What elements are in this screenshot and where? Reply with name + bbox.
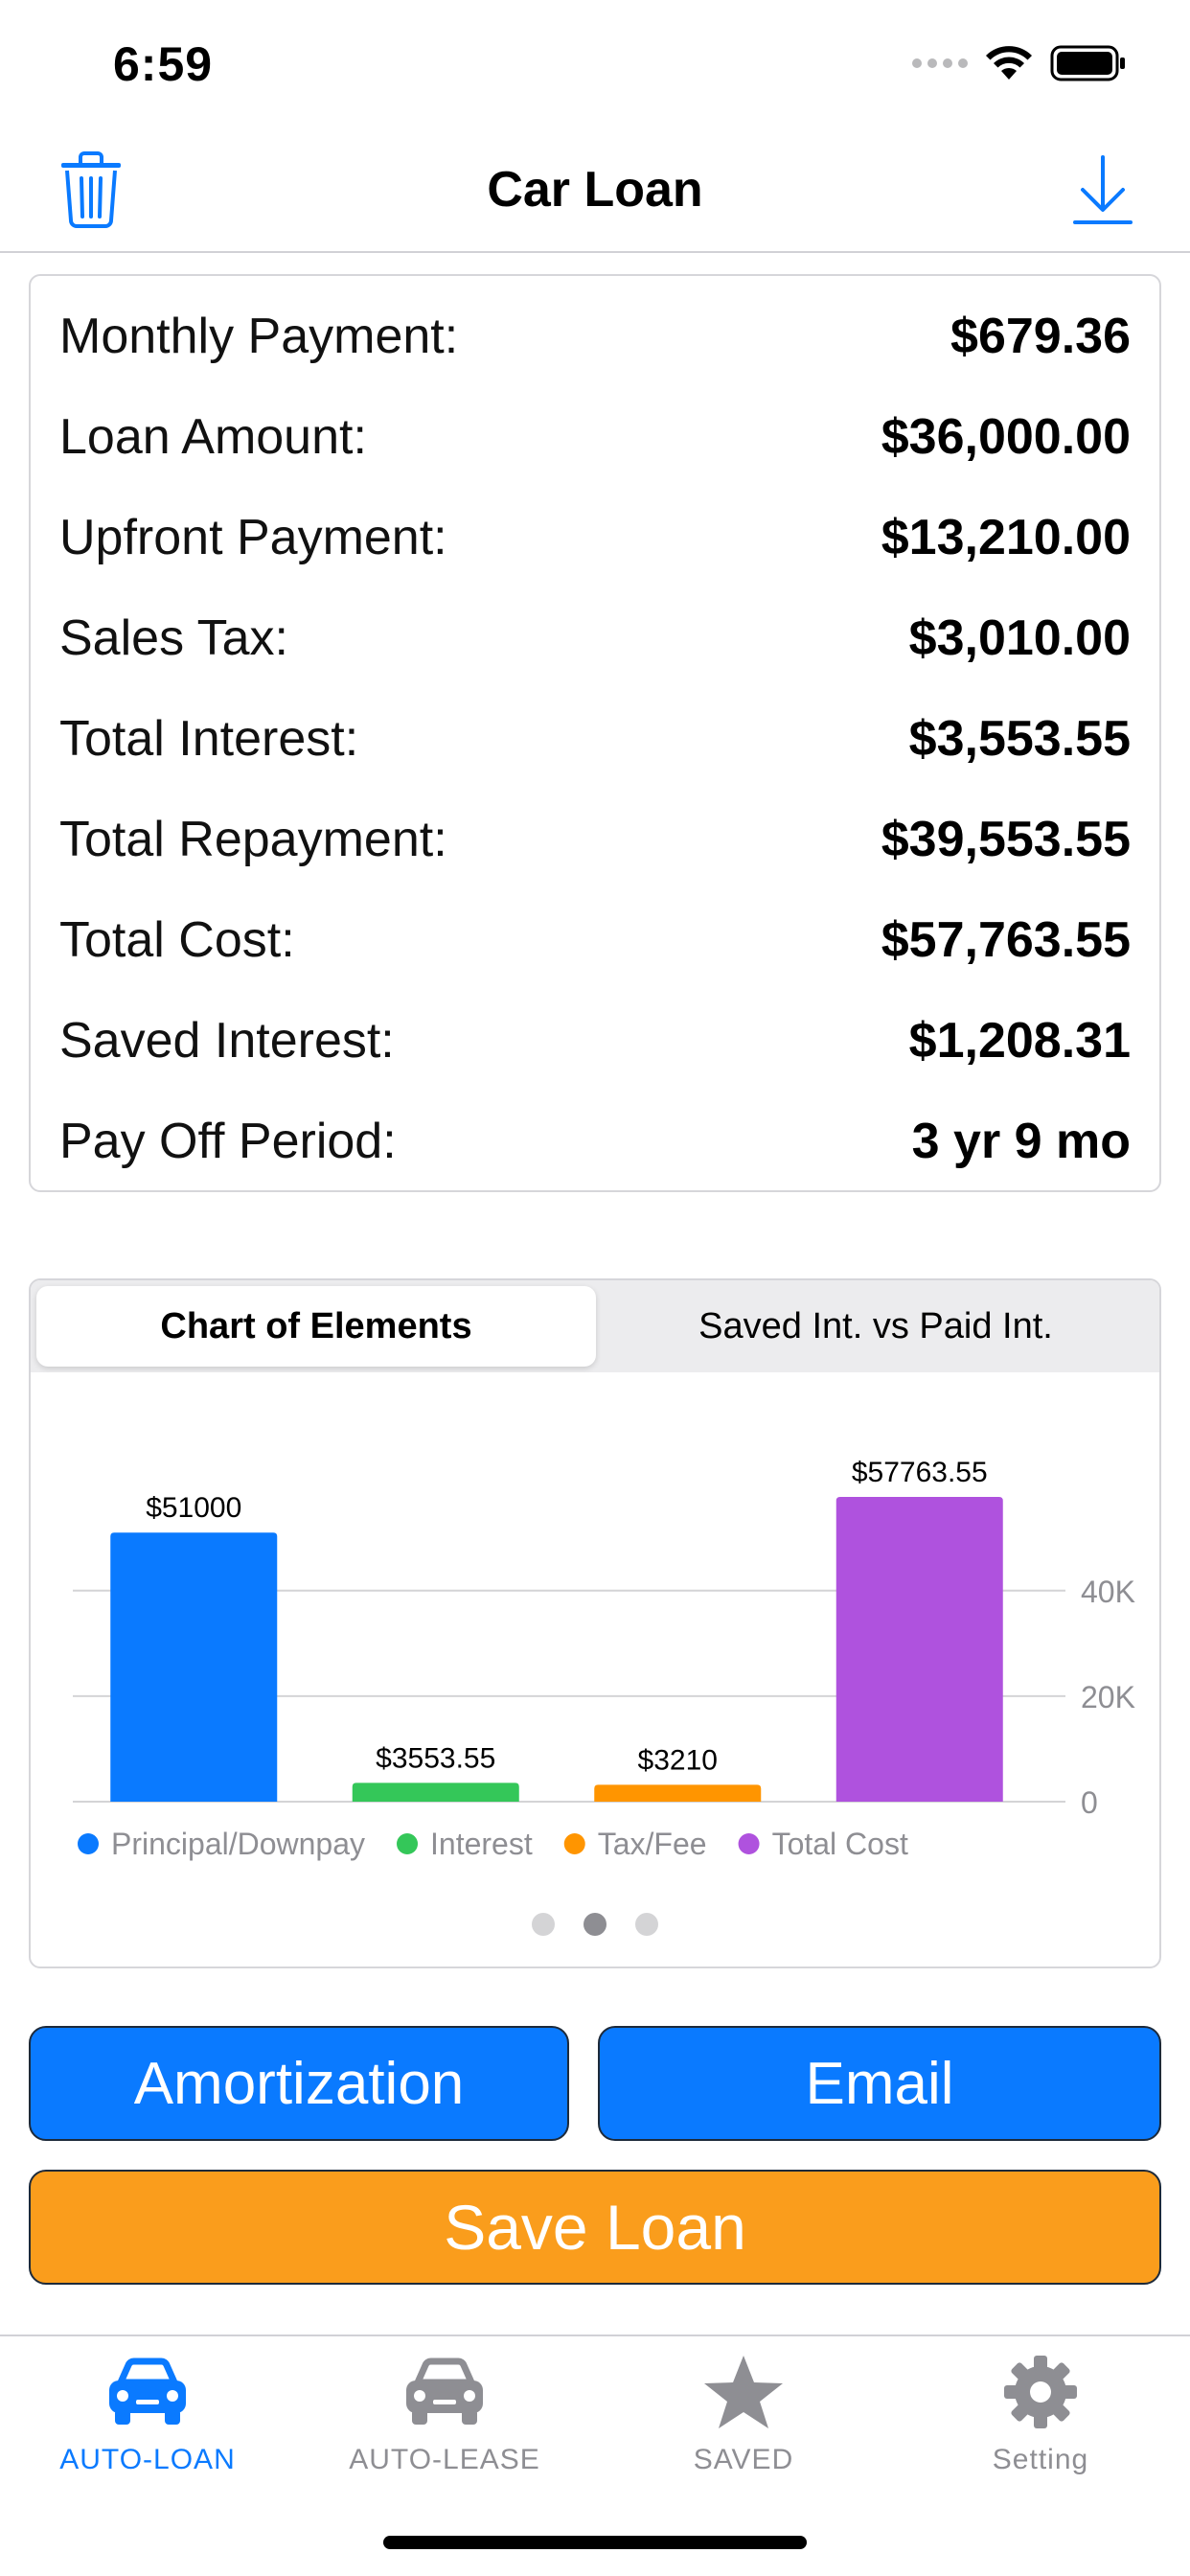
bar-data-label: $57763.55	[852, 1457, 988, 1488]
summary-row-saved-interest: Saved Interest: $1,208.31	[59, 990, 1131, 1091]
legend-swatch	[563, 1833, 585, 1854]
loan-summary-card: Monthly Payment: $679.36 Loan Amount: $3…	[29, 274, 1161, 1192]
chart-card: Chart of Elements Saved Int. vs Paid Int…	[29, 1278, 1161, 1968]
chart-bar	[352, 1782, 519, 1802]
tab-label: AUTO-LEASE	[349, 2444, 540, 2475]
summary-row-sales-tax: Sales Tax: $3,010.00	[59, 587, 1131, 688]
summary-value: $13,210.00	[881, 509, 1131, 565]
summary-row-total-cost: Total Cost: $57,763.55	[59, 889, 1131, 990]
y-tick-label: 40K	[1081, 1575, 1135, 1609]
page-dot-current[interactable]	[584, 1913, 606, 1936]
tab-setting[interactable]: Setting	[906, 2354, 1175, 2497]
summary-label: Sales Tax:	[59, 610, 288, 666]
amortization-button[interactable]: Amortization	[29, 2026, 569, 2141]
battery-icon	[1050, 45, 1125, 81]
summary-label: Saved Interest:	[59, 1012, 395, 1069]
summary-label: Pay Off Period:	[59, 1113, 397, 1169]
chart-bar	[835, 1497, 1003, 1802]
legend-label: Tax/Fee	[598, 1827, 707, 1861]
legend-label: Interest	[430, 1827, 533, 1861]
summary-label: Loan Amount:	[59, 408, 367, 465]
tab-label: Setting	[992, 2444, 1089, 2475]
page-title: Car Loan	[487, 162, 703, 218]
status-time: 6:59	[113, 37, 214, 91]
chart-bar	[110, 1532, 278, 1802]
page-dot[interactable]	[635, 1913, 658, 1936]
tab-auto-loan[interactable]: AUTO-LOAN	[13, 2354, 282, 2497]
summary-value: $36,000.00	[881, 408, 1131, 465]
save-loan-button[interactable]: Save Loan	[29, 2170, 1161, 2285]
home-indicator	[383, 2536, 807, 2549]
summary-row-upfront-payment: Upfront Payment: $13,210.00	[59, 487, 1131, 587]
navigation-bar: Car Loan	[0, 125, 1190, 253]
summary-row-total-repayment: Total Repayment: $39,553.55	[59, 789, 1131, 889]
summary-row-loan-amount: Loan Amount: $36,000.00	[59, 386, 1131, 487]
cellular-signal-icon	[912, 58, 968, 68]
summary-label: Monthly Payment:	[59, 308, 459, 364]
summary-row-total-interest: Total Interest: $3,553.55	[59, 688, 1131, 789]
tab-auto-lease[interactable]: AUTO-LEASE	[310, 2354, 579, 2497]
summary-label: Total Interest:	[59, 710, 359, 767]
status-icons	[912, 42, 1127, 84]
bar-chart[interactable]: 0 20K 40K $51000 $3553.55 $3210 $57763.55 Princ…	[31, 1372, 1161, 1909]
legend-swatch	[397, 1833, 419, 1854]
summary-value: $1,208.31	[908, 1012, 1131, 1069]
star-icon	[704, 2356, 783, 2428]
tab-saved[interactable]: SAVED	[609, 2354, 878, 2497]
summary-label: Upfront Payment:	[59, 509, 447, 565]
summary-value: $57,763.55	[881, 911, 1131, 968]
legend-swatch	[738, 1833, 760, 1854]
y-tick-label: 0	[1081, 1785, 1098, 1820]
summary-label: Total Repayment:	[59, 811, 447, 867]
status-bar: 6:59	[0, 0, 1190, 125]
bar-data-label: $3210	[638, 1744, 718, 1776]
car-front-icon	[406, 2358, 483, 2425]
legend-label: Total Cost	[772, 1827, 908, 1861]
gear-icon	[1004, 2356, 1077, 2428]
y-tick-label: 20K	[1081, 1680, 1135, 1714]
chart-bar	[594, 1784, 762, 1802]
chart-segmented-control: Chart of Elements Saved Int. vs Paid Int…	[31, 1280, 1159, 1372]
tab-label: SAVED	[693, 2444, 794, 2475]
legend-swatch	[78, 1833, 99, 1854]
bar-data-label: $51000	[146, 1492, 241, 1524]
summary-row-pay-off-period: Pay Off Period: 3 yr 9 mo	[59, 1091, 1131, 1191]
tab-label: AUTO-LOAN	[59, 2444, 236, 2475]
download-icon[interactable]	[1071, 153, 1134, 226]
car-front-icon	[109, 2358, 186, 2425]
wifi-icon	[986, 46, 1032, 80]
legend-label: Principal/Downpay	[111, 1827, 365, 1861]
summary-value: $679.36	[950, 308, 1131, 364]
summary-value: $3,010.00	[908, 610, 1131, 666]
summary-value: $39,553.55	[881, 811, 1131, 867]
bar-data-label: $3553.55	[376, 1742, 495, 1774]
segment-saved-vs-paid-interest[interactable]: Saved Int. vs Paid Int.	[698, 1305, 1053, 1346]
summary-row-monthly-payment: Monthly Payment: $679.36	[59, 286, 1131, 386]
trash-icon[interactable]	[57, 151, 125, 228]
segment-chart-of-elements[interactable]: Chart of Elements	[36, 1286, 596, 1367]
page-dot[interactable]	[532, 1913, 555, 1936]
summary-label: Total Cost:	[59, 911, 295, 968]
summary-value: 3 yr 9 mo	[911, 1113, 1131, 1169]
chart-pager[interactable]	[31, 1913, 1159, 1936]
email-button[interactable]: Email	[598, 2026, 1161, 2141]
summary-value: $3,553.55	[908, 710, 1131, 767]
